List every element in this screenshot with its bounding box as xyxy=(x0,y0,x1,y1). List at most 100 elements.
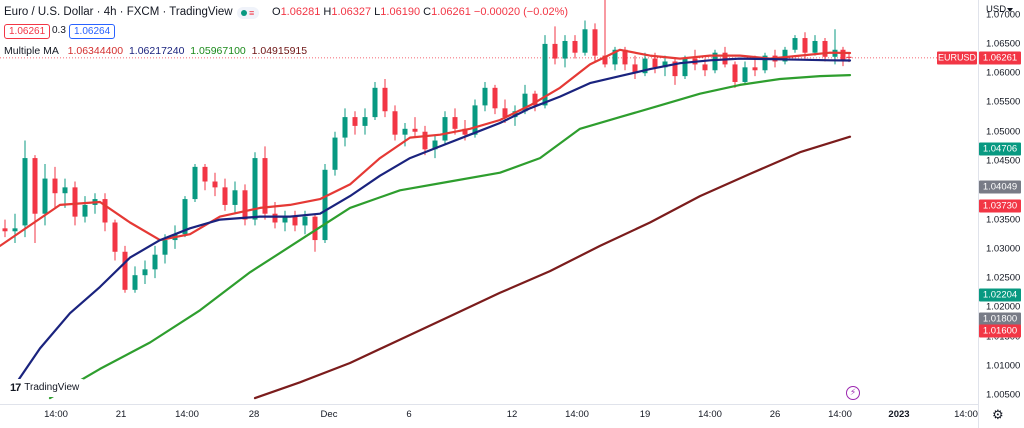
candle xyxy=(242,184,248,226)
candle xyxy=(472,99,478,138)
symbol-price-tag: EURUSD xyxy=(937,51,977,65)
candle xyxy=(382,79,388,118)
candle xyxy=(102,193,108,232)
candle xyxy=(832,29,838,65)
candle xyxy=(742,61,748,85)
candle xyxy=(292,210,298,232)
price-tag-last: 1.06261 xyxy=(979,51,1021,65)
candle xyxy=(62,178,68,208)
time-tick-label: 6 xyxy=(406,409,412,420)
candle xyxy=(412,117,418,138)
time-tick-label: 14:00 xyxy=(828,409,852,420)
candle xyxy=(322,163,328,243)
price-tick-label: 1.01000 xyxy=(986,360,1021,372)
time-tick-label: 26 xyxy=(769,409,781,420)
candle xyxy=(642,52,648,77)
time-tick-label: 14:00 xyxy=(954,409,978,420)
candle xyxy=(612,46,618,71)
candle xyxy=(372,81,378,121)
price-tick-label: 1.06500 xyxy=(986,38,1021,50)
indicator-legend[interactable]: Multiple MA 1.06344400 1.06217240 1.0596… xyxy=(4,45,307,57)
ma2-line xyxy=(8,57,852,394)
candle xyxy=(812,35,818,56)
tradingview-logo[interactable]: 17 TradingView xyxy=(4,379,86,397)
candle xyxy=(152,245,158,279)
candle xyxy=(402,122,408,147)
candle xyxy=(252,152,258,226)
price-tick-label: 1.02000 xyxy=(986,301,1021,313)
price-tick-label: 1.02500 xyxy=(986,272,1021,284)
candle xyxy=(392,105,398,141)
candle xyxy=(592,23,598,62)
lightning-icon[interactable]: ⚡ xyxy=(846,386,860,400)
chevron-down-icon xyxy=(1007,8,1013,12)
candle xyxy=(722,46,728,68)
market-open-dot-icon xyxy=(241,10,247,16)
candle xyxy=(732,61,738,88)
candle xyxy=(342,108,348,147)
candle xyxy=(212,172,218,197)
candle xyxy=(582,20,588,56)
price-tick-label: 1.03000 xyxy=(986,243,1021,255)
time-tick-label: 12 xyxy=(506,409,518,420)
time-tick-label: 2023 xyxy=(888,409,910,420)
candle xyxy=(452,108,458,135)
price-tick-label: 1.05500 xyxy=(986,96,1021,108)
candle xyxy=(792,35,798,53)
candle xyxy=(192,163,198,202)
ma1-line xyxy=(0,48,852,247)
candle xyxy=(82,196,88,223)
data-flag-icon: ≡ xyxy=(249,8,255,18)
candle xyxy=(282,210,288,232)
time-tick-label: 28 xyxy=(248,409,260,420)
candle xyxy=(52,166,58,208)
candle xyxy=(362,108,368,135)
candle xyxy=(572,35,578,59)
time-tick-label: Dec xyxy=(320,409,338,420)
open-value: 1.06281 xyxy=(280,6,321,18)
price-tag-t6: 1.01600 xyxy=(979,324,1021,338)
candle xyxy=(222,178,228,211)
candle xyxy=(532,90,538,112)
sell-price-button[interactable]: 1.06261 xyxy=(4,24,51,39)
time-tick-label: 14:00 xyxy=(698,409,722,420)
market-status-indicator[interactable]: ≡ xyxy=(237,7,259,19)
symbol-title[interactable]: Euro / U.S. Dollar · 4h · FXCM · Trading… xyxy=(4,6,233,18)
candle xyxy=(432,134,438,159)
candle xyxy=(312,213,318,252)
time-tick-label: 14:00 xyxy=(175,409,199,420)
candle xyxy=(492,84,498,115)
candle xyxy=(672,58,678,85)
time-tick-label: 19 xyxy=(639,409,651,420)
candle xyxy=(232,181,238,214)
candle xyxy=(202,163,208,191)
price-axis-separator xyxy=(978,0,979,428)
spread-value: 0.3 xyxy=(52,25,66,36)
price-chart[interactable] xyxy=(0,0,978,404)
ohlc-readout: O1.06281 H1.06327 L1.06190 C1.06261 −0.0… xyxy=(272,6,569,18)
candle xyxy=(762,52,768,74)
ma2-value: 1.06217240 xyxy=(128,45,185,57)
candle xyxy=(422,125,428,156)
indicator-name: Multiple MA xyxy=(4,45,59,57)
candle xyxy=(840,46,846,67)
price-tick-label: 1.06000 xyxy=(986,67,1021,79)
low-value: 1.06190 xyxy=(380,6,421,18)
price-tick-label: 1.04500 xyxy=(986,155,1021,167)
candle xyxy=(132,266,138,293)
price-tag-t1: 1.04706 xyxy=(979,142,1021,156)
candle xyxy=(142,260,148,284)
price-tag-t2: 1.04049 xyxy=(979,180,1021,194)
candle xyxy=(822,38,828,62)
candle xyxy=(482,81,488,112)
candle xyxy=(122,245,128,293)
high-value: 1.06327 xyxy=(331,6,372,18)
time-tick-label: 21 xyxy=(115,409,127,420)
time-tick-label: 14:00 xyxy=(565,409,589,420)
ma4-value: 1.04915915 xyxy=(251,45,308,57)
price-tick-label: 1.05000 xyxy=(986,126,1021,138)
currency-selector[interactable]: USD xyxy=(986,4,1007,15)
gear-icon[interactable]: ⚙ xyxy=(992,407,1004,422)
buy-price-button[interactable]: 1.06264 xyxy=(69,24,116,39)
candle xyxy=(332,131,338,176)
